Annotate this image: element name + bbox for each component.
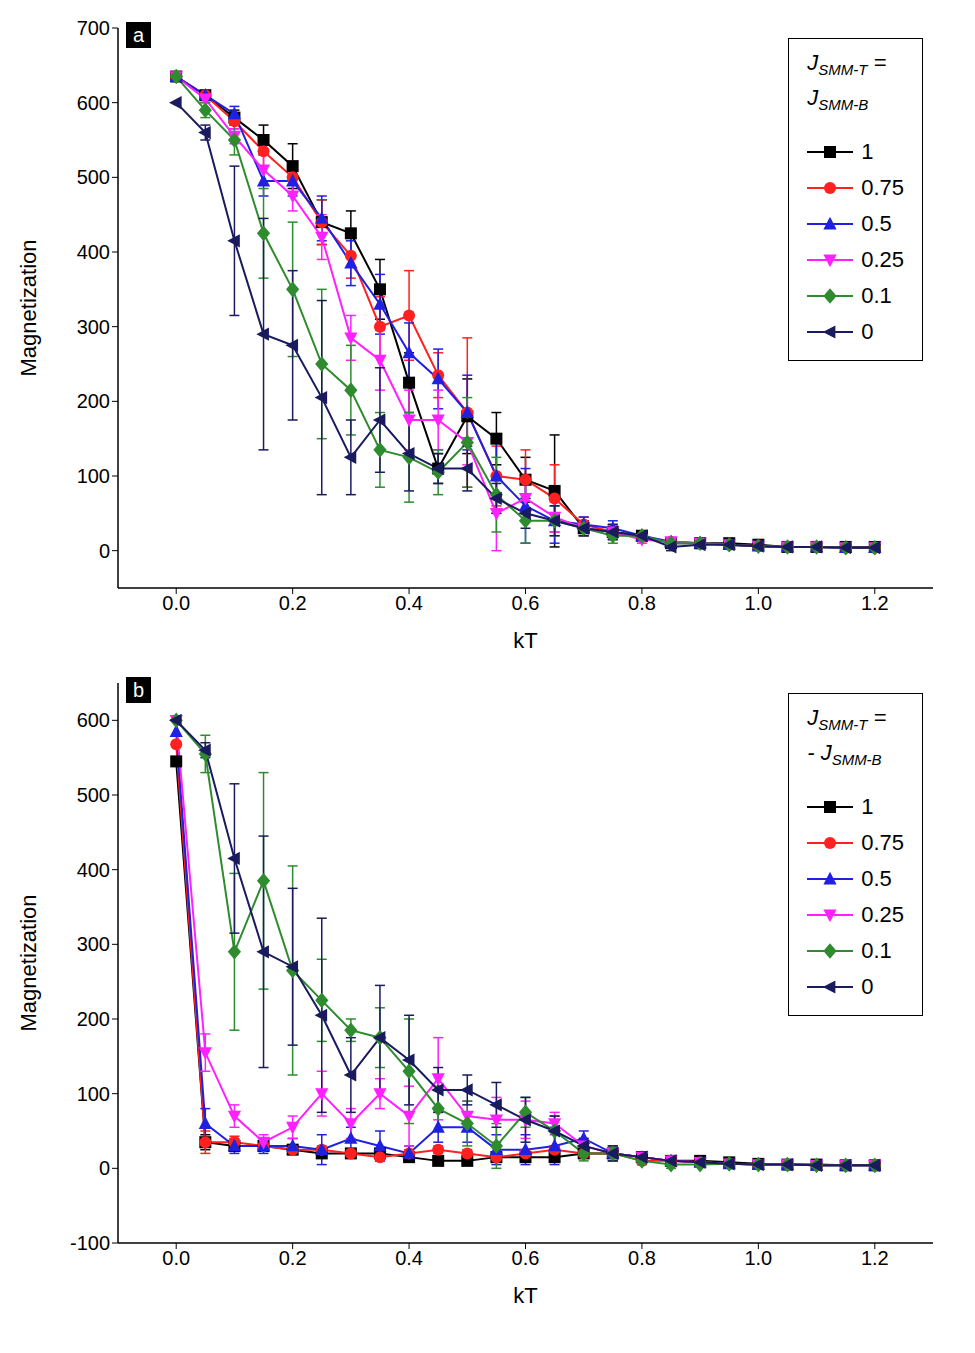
html-text:JSMM-B: JSMM-B xyxy=(807,85,869,114)
svg-text:600: 600 xyxy=(77,709,110,731)
svg-text:700: 700 xyxy=(77,17,110,39)
html-text:0.25: 0.25 xyxy=(861,246,904,272)
html-text:a: a xyxy=(133,24,145,46)
html-text:JSMM-T =: JSMM-T = xyxy=(807,50,887,79)
svg-text:300: 300 xyxy=(77,933,110,955)
svg-text:1.0: 1.0 xyxy=(744,592,772,614)
html-text:0: 0 xyxy=(861,318,874,344)
svg-text:100: 100 xyxy=(77,465,110,487)
html-text:0.1: 0.1 xyxy=(861,937,892,963)
svg-text:500: 500 xyxy=(77,166,110,188)
html-text:b: b xyxy=(133,679,145,701)
html-text:- JSMM-B: - JSMM-B xyxy=(807,740,882,769)
html-text:0.25: 0.25 xyxy=(861,901,904,927)
svg-text:kT: kT xyxy=(513,1283,537,1308)
svg-text:400: 400 xyxy=(77,859,110,881)
html-text:0: 0 xyxy=(861,973,874,999)
svg-text:100: 100 xyxy=(77,1083,110,1105)
svg-text:-100: -100 xyxy=(70,1232,110,1254)
html-text:JSMM-T =: JSMM-T = xyxy=(807,705,887,734)
svg-text:1.2: 1.2 xyxy=(861,1247,889,1269)
svg-text:0.0: 0.0 xyxy=(162,1247,190,1269)
html-text:1: 1 xyxy=(861,138,874,164)
svg-text:Magnetization: Magnetization xyxy=(16,895,41,1032)
svg-text:0.4: 0.4 xyxy=(395,1247,423,1269)
svg-text:0.2: 0.2 xyxy=(279,1247,307,1269)
html-text:0.75: 0.75 xyxy=(861,829,904,855)
svg-text:0.6: 0.6 xyxy=(512,592,540,614)
svg-text:500: 500 xyxy=(77,784,110,806)
svg-text:200: 200 xyxy=(77,390,110,412)
svg-text:0.2: 0.2 xyxy=(279,592,307,614)
svg-text:0.8: 0.8 xyxy=(628,1247,656,1269)
svg-text:0: 0 xyxy=(99,540,110,562)
svg-text:200: 200 xyxy=(77,1008,110,1030)
svg-text:600: 600 xyxy=(77,92,110,114)
svg-text:0.8: 0.8 xyxy=(628,592,656,614)
html-text:0.1: 0.1 xyxy=(861,282,892,308)
html-text:0.5: 0.5 xyxy=(861,210,892,236)
svg-text:kT: kT xyxy=(513,628,537,653)
svg-text:0.4: 0.4 xyxy=(395,592,423,614)
svg-text:0.6: 0.6 xyxy=(512,1247,540,1269)
html-text:1: 1 xyxy=(861,793,874,819)
html-text:0.75: 0.75 xyxy=(861,174,904,200)
svg-text:0: 0 xyxy=(99,1157,110,1179)
svg-text:Magnetization: Magnetization xyxy=(16,240,41,377)
svg-text:1.2: 1.2 xyxy=(861,592,889,614)
html-text:0.5: 0.5 xyxy=(861,865,892,891)
svg-text:0.0: 0.0 xyxy=(162,592,190,614)
svg-text:300: 300 xyxy=(77,316,110,338)
svg-text:1.0: 1.0 xyxy=(744,1247,772,1269)
svg-text:400: 400 xyxy=(77,241,110,263)
